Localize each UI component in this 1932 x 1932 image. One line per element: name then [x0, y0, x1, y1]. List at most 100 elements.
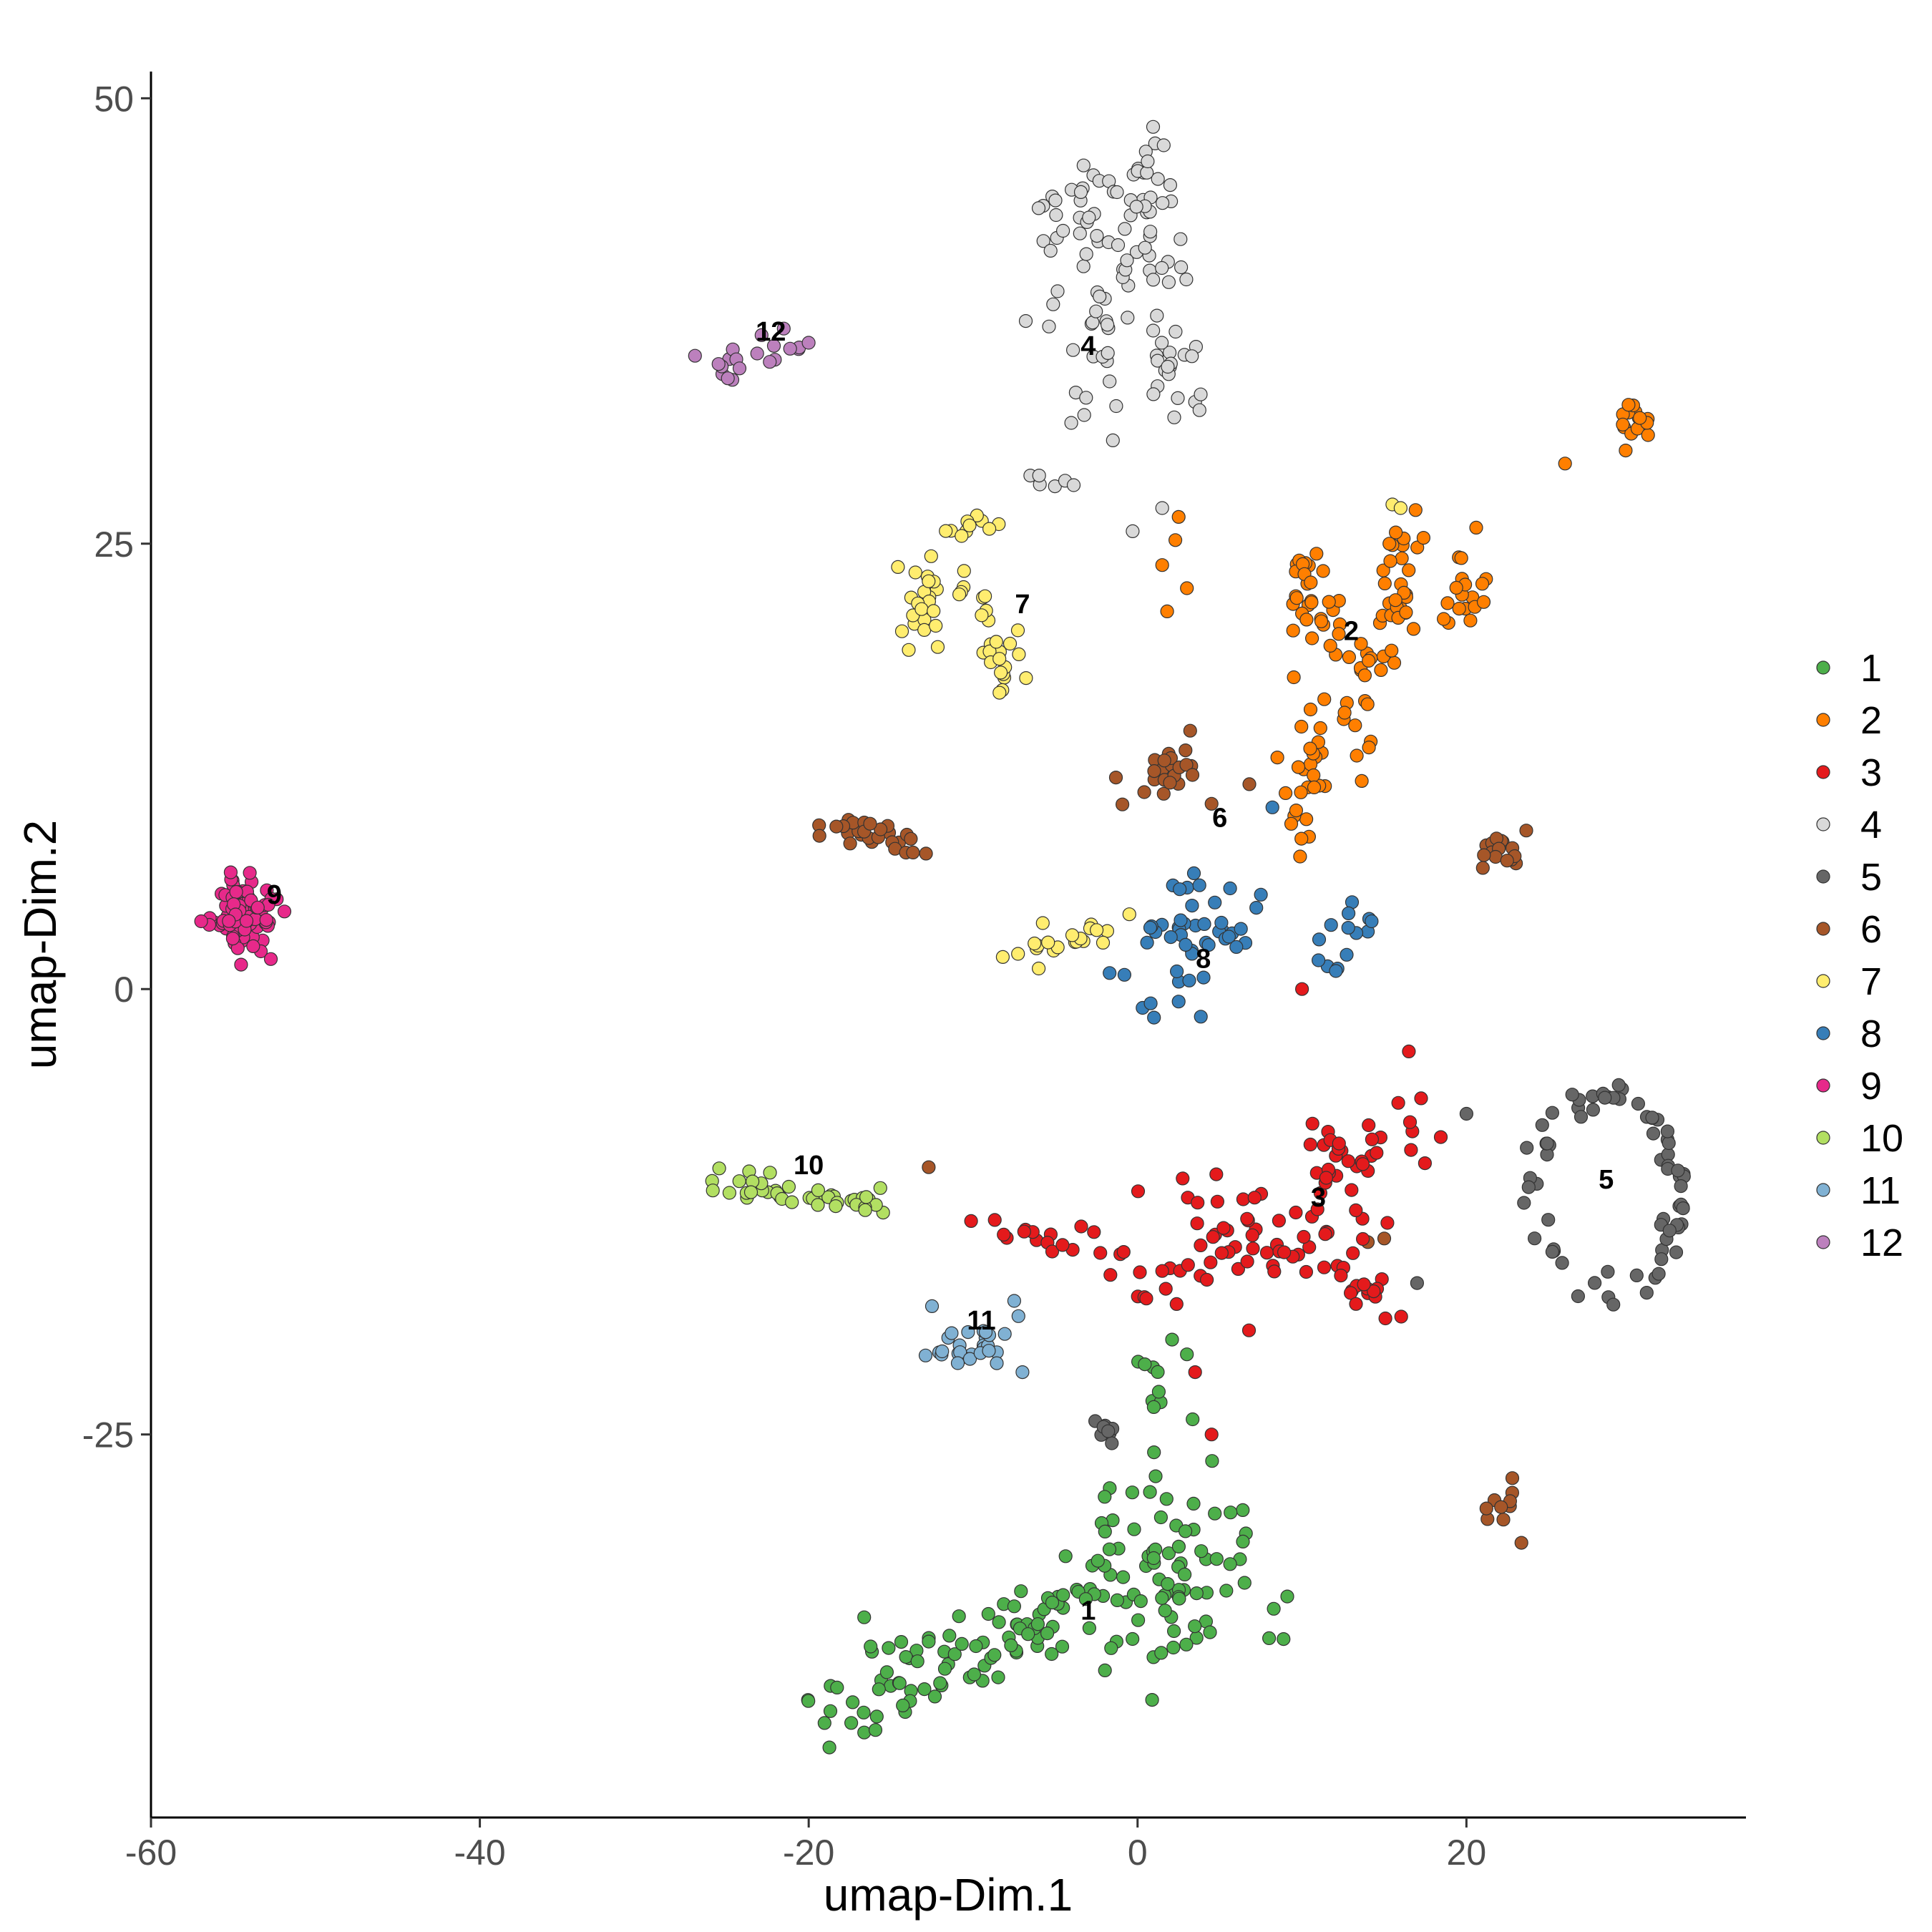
- cluster-1-point: [882, 1641, 896, 1655]
- cluster-2-point: [1354, 637, 1368, 651]
- cluster-3-point: [1190, 1216, 1204, 1231]
- cluster-3-point: [1087, 1225, 1101, 1239]
- cluster-11-point: [978, 1325, 993, 1340]
- cluster-2-point: [1475, 577, 1490, 591]
- legend-label-10: 10: [1860, 1117, 1903, 1160]
- cluster-4-point: [1192, 403, 1206, 417]
- cluster-8-point: [1329, 964, 1343, 978]
- cluster-5-point: [1662, 1224, 1677, 1238]
- cluster-4-point: [1167, 410, 1181, 424]
- cluster-7-point: [1010, 623, 1025, 638]
- cluster-8-point: [1169, 964, 1184, 979]
- cluster-4-point: [1079, 391, 1093, 405]
- cluster-1-point: [1205, 1454, 1219, 1468]
- cluster-12-point: [754, 328, 769, 342]
- cluster-7-point: [1019, 670, 1033, 686]
- cluster-1-point: [1125, 1485, 1140, 1500]
- cluster-8-point: [1192, 878, 1206, 892]
- cluster-3-point: [1116, 1244, 1131, 1259]
- cluster-3-point: [1204, 1255, 1218, 1269]
- cluster-8-point: [1312, 932, 1327, 947]
- cluster-6-point: [1115, 797, 1130, 811]
- cluster-4-point: [1156, 138, 1171, 152]
- cluster-5-point: [1674, 1179, 1688, 1194]
- cluster-5-point: [1606, 1297, 1621, 1312]
- legend-label-11: 11: [1860, 1169, 1901, 1212]
- cluster-4-point: [1163, 178, 1178, 192]
- cluster-1-point: [917, 1682, 932, 1697]
- cluster-5-point: [1520, 1141, 1534, 1155]
- cluster-3-point: [1199, 1272, 1214, 1287]
- cluster-5-point: [1517, 1196, 1531, 1210]
- legend-key-8: [1816, 1026, 1830, 1040]
- cluster-1-point: [1189, 1586, 1204, 1601]
- cluster-8-point: [1174, 913, 1188, 927]
- cluster-5-point: [1601, 1264, 1615, 1279]
- cluster-4-point: [1121, 311, 1135, 325]
- cluster-1-point: [1262, 1631, 1277, 1645]
- cluster-2-point: [1289, 803, 1304, 818]
- cluster-2-point: [1294, 719, 1309, 734]
- cluster-3-point: [1362, 1118, 1376, 1133]
- cluster-9-point: [243, 866, 257, 880]
- cluster-1-point: [1155, 1591, 1169, 1605]
- cluster-1-point: [1153, 1510, 1169, 1525]
- cluster-3-point: [1349, 1297, 1363, 1311]
- cluster-2-point: [1416, 530, 1431, 545]
- cluster-7-point: [962, 518, 977, 532]
- cluster-3-point: [1394, 1309, 1408, 1324]
- x-ticks: -60 -40 -20 0 20: [125, 1818, 1486, 1873]
- cluster-3-point: [1297, 1229, 1311, 1244]
- cluster-11-point: [1007, 1294, 1022, 1308]
- cluster-3-point: [1277, 1245, 1292, 1259]
- cluster-1-point: [1110, 1593, 1125, 1607]
- cluster-6-point: [904, 831, 918, 846]
- cluster-2-point: [1440, 596, 1455, 610]
- cluster-2-point: [1348, 718, 1362, 733]
- cluster-4-point: [1076, 158, 1091, 172]
- cluster-5-point: [1639, 1285, 1654, 1300]
- legend-label-8: 8: [1860, 1013, 1882, 1055]
- cluster-2-point: [1307, 768, 1321, 783]
- legend-key-11: [1816, 1183, 1830, 1197]
- cluster-6-point: [1185, 768, 1200, 782]
- cluster-7-point: [914, 602, 929, 616]
- cluster-7-point: [917, 623, 932, 638]
- legend-key-3: [1816, 765, 1830, 779]
- cluster-2-point: [1383, 554, 1397, 568]
- cluster-4-point: [1151, 172, 1165, 186]
- cluster-1-point: [872, 1682, 886, 1697]
- cluster-1-point: [981, 1606, 995, 1621]
- cluster-3-point: [1191, 1196, 1205, 1210]
- cluster-1-point: [1030, 1617, 1045, 1631]
- cluster-1-point: [1165, 1332, 1179, 1347]
- cluster-9-point: [225, 931, 240, 946]
- cluster-3-point: [1216, 1221, 1231, 1235]
- legend-label-7: 7: [1860, 960, 1882, 1003]
- cluster-5-point: [1611, 1078, 1626, 1093]
- x-tick-label: -40: [454, 1833, 505, 1873]
- cluster-2-point: [1304, 631, 1319, 645]
- cluster-1-point: [1236, 1534, 1250, 1548]
- cluster-4-point: [1043, 243, 1058, 258]
- cluster-5-point: [1669, 1245, 1684, 1259]
- cluster-2-point: [1395, 551, 1409, 565]
- cluster-6-point: [829, 819, 844, 834]
- cluster-1-point: [1209, 1552, 1224, 1566]
- legend-label-9: 9: [1860, 1065, 1882, 1108]
- cluster-3-point: [1343, 1286, 1358, 1300]
- cluster-11-point: [945, 1326, 959, 1340]
- cluster-10-point: [743, 1185, 758, 1199]
- cluster-6-point: [1108, 770, 1123, 785]
- cluster-3-point: [1209, 1167, 1224, 1181]
- cluster-10-label: 10: [794, 1151, 824, 1181]
- cluster-1-point: [969, 1639, 983, 1654]
- cluster-2-point: [1621, 398, 1636, 412]
- cluster-1-point: [987, 1648, 1002, 1662]
- cluster-2-point: [1323, 638, 1337, 653]
- cluster-1-point: [1014, 1584, 1028, 1599]
- cluster-8-point: [1103, 966, 1117, 980]
- cluster-1-point: [892, 1676, 907, 1690]
- cluster-1-point: [922, 1634, 936, 1649]
- cluster-5-point: [1410, 1276, 1425, 1290]
